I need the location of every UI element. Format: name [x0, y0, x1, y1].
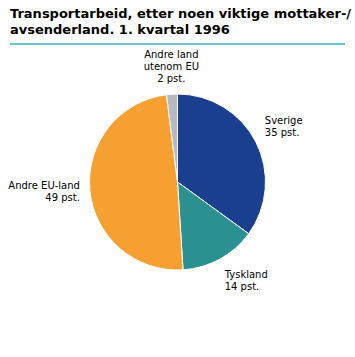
- data-label: Andre landutenom EU2 pst.: [144, 49, 199, 84]
- pie-slice: [178, 182, 249, 270]
- title-line: avsenderland. 1. kvartal 1996: [10, 22, 230, 37]
- value-label: 49 pst.: [45, 192, 80, 203]
- chart-container: Transportarbeid, etter noen viktige mott…: [0, 0, 355, 357]
- slices: [90, 94, 266, 270]
- title: Transportarbeid, etter noen viktige mott…: [10, 6, 351, 37]
- data-label: Sverige35 pst.: [265, 115, 303, 138]
- value-label: 2 pst.: [157, 73, 185, 84]
- value-label: 14 pst.: [225, 281, 260, 292]
- category-label: Andre land: [144, 49, 198, 60]
- pie-slice: [166, 94, 177, 182]
- title-line: Transportarbeid, etter noen viktige mott…: [10, 6, 351, 21]
- data-labels: Sverige35 pst. Tyskland14 pst. Andre EU-la…: [8, 49, 302, 292]
- category-label: Tyskland: [224, 269, 268, 280]
- pie-slice: [90, 95, 184, 270]
- category-label: Sverige: [265, 115, 303, 126]
- data-label: Tyskland14 pst.: [224, 269, 268, 292]
- data-label: Andre EU-land49 pst.: [8, 180, 80, 203]
- title-rule: [10, 43, 345, 45]
- category-label: utenom EU: [144, 61, 199, 72]
- chart: Transportarbeid, etter noen viktige mott…: [0, 0, 355, 357]
- category-label: Andre EU-land: [8, 180, 80, 191]
- value-label: 35 pst.: [265, 127, 300, 138]
